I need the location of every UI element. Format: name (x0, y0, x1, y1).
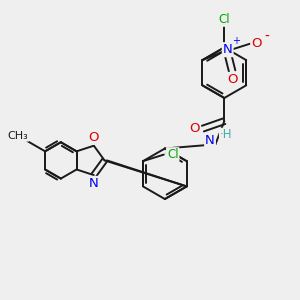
Text: N: N (89, 177, 99, 190)
Text: N: N (223, 43, 232, 56)
Text: ·H: ·H (220, 128, 232, 141)
Text: +: + (232, 36, 240, 46)
Text: O: O (227, 73, 237, 86)
Text: CH₃: CH₃ (8, 131, 29, 141)
Text: O: O (189, 122, 200, 135)
Text: O: O (88, 131, 99, 144)
Text: Cl: Cl (167, 148, 178, 161)
Text: O: O (251, 37, 262, 50)
Text: -: - (264, 30, 269, 44)
Text: N: N (205, 134, 215, 147)
Text: Cl: Cl (218, 13, 230, 26)
